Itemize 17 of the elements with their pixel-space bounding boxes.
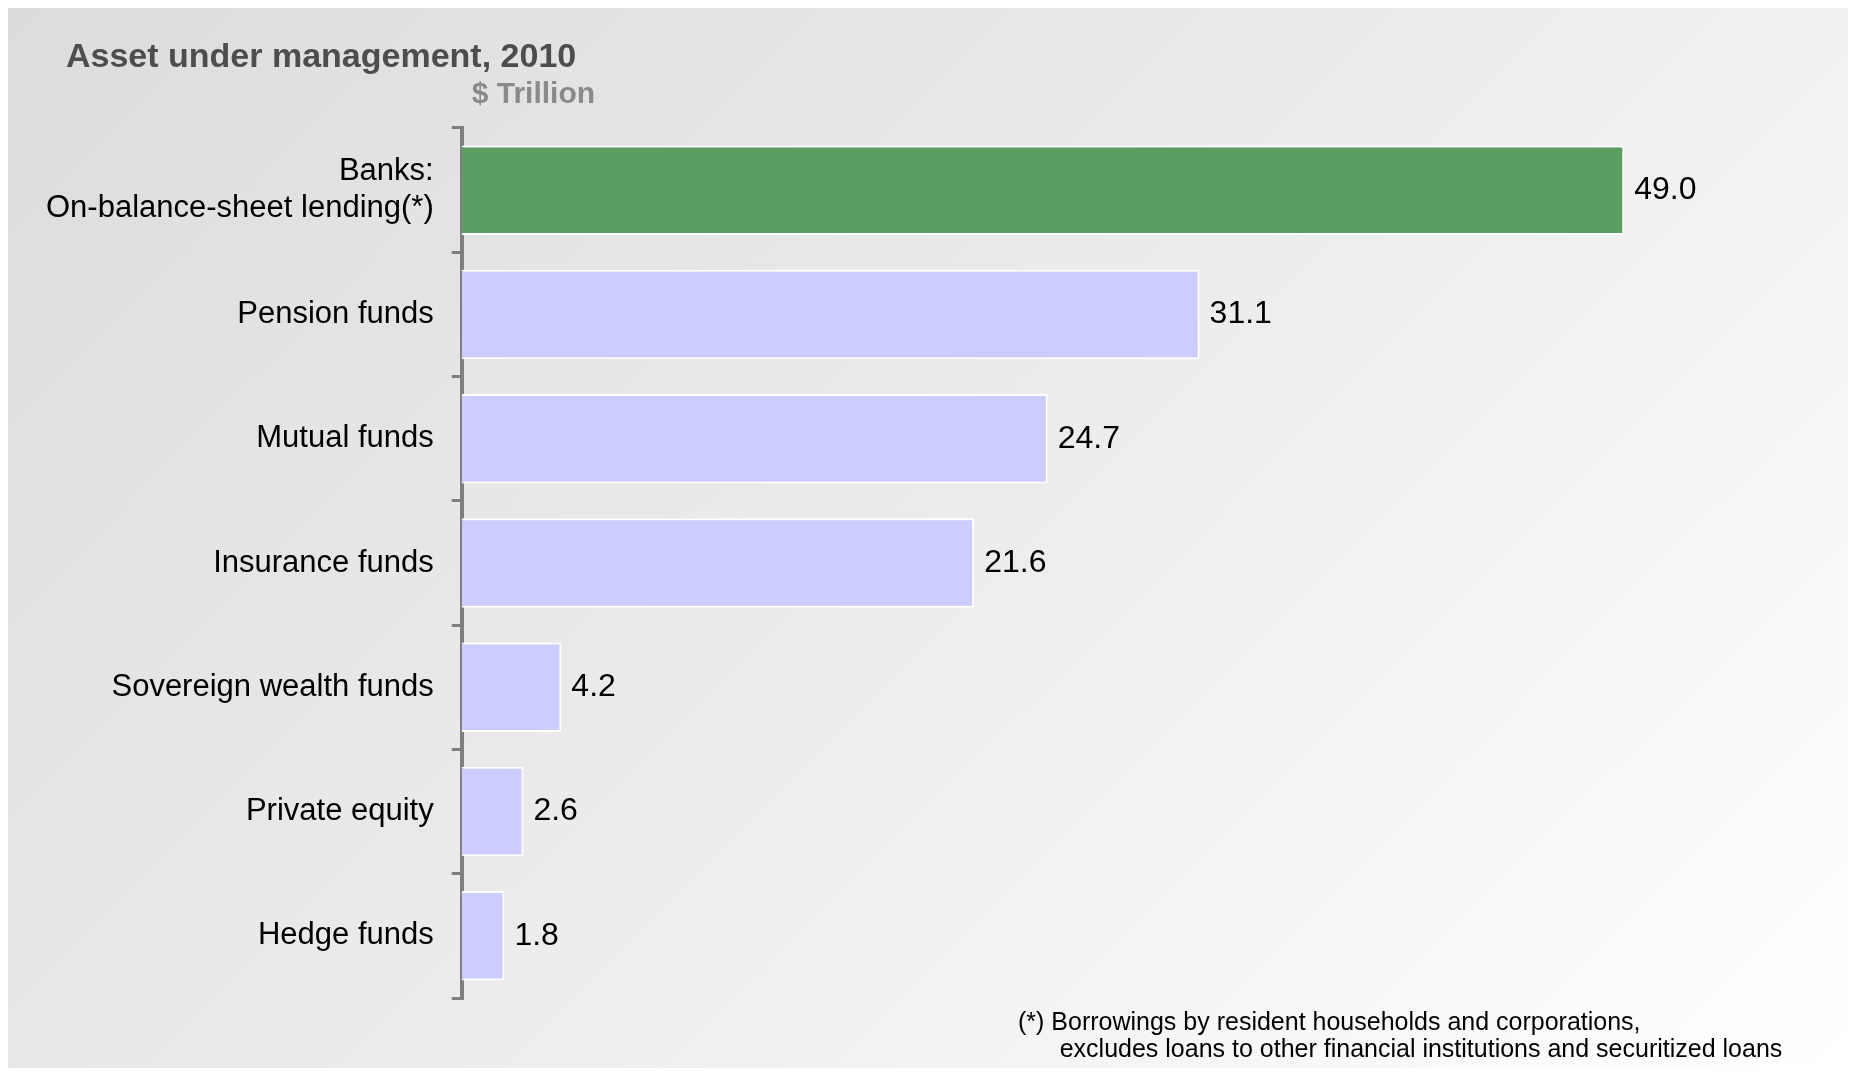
y-tick-label: Insurance funds [213, 543, 434, 579]
data-label: 31.1 [1209, 294, 1272, 331]
data-label: 21.6 [984, 542, 1047, 579]
data-label: 24.7 [1057, 418, 1121, 455]
chart-title: Asset under management, 2010 [66, 36, 577, 75]
y-tick-label: Hedge funds [257, 916, 434, 952]
y-tick-label: Banks: On-balance-sheet lending(*) [45, 152, 434, 225]
x-axis-title: $ Trillion [471, 76, 596, 110]
data-label: 49.0 [1634, 169, 1697, 206]
data-label: 4.2 [571, 667, 616, 704]
y-tick-label: Mutual funds [256, 419, 434, 455]
y-tick-label: Pension funds [237, 294, 434, 330]
data-label: 2.6 [533, 791, 578, 828]
data-label: 1.8 [514, 915, 559, 952]
y-tick-label: Sovereign wealth funds [111, 667, 434, 703]
text: (*) Borrowings by resident households and corporations, excludes loans to other financial institutions and securitized loans [1018, 1007, 1783, 1062]
y-tick-label: Private equity [245, 792, 435, 828]
